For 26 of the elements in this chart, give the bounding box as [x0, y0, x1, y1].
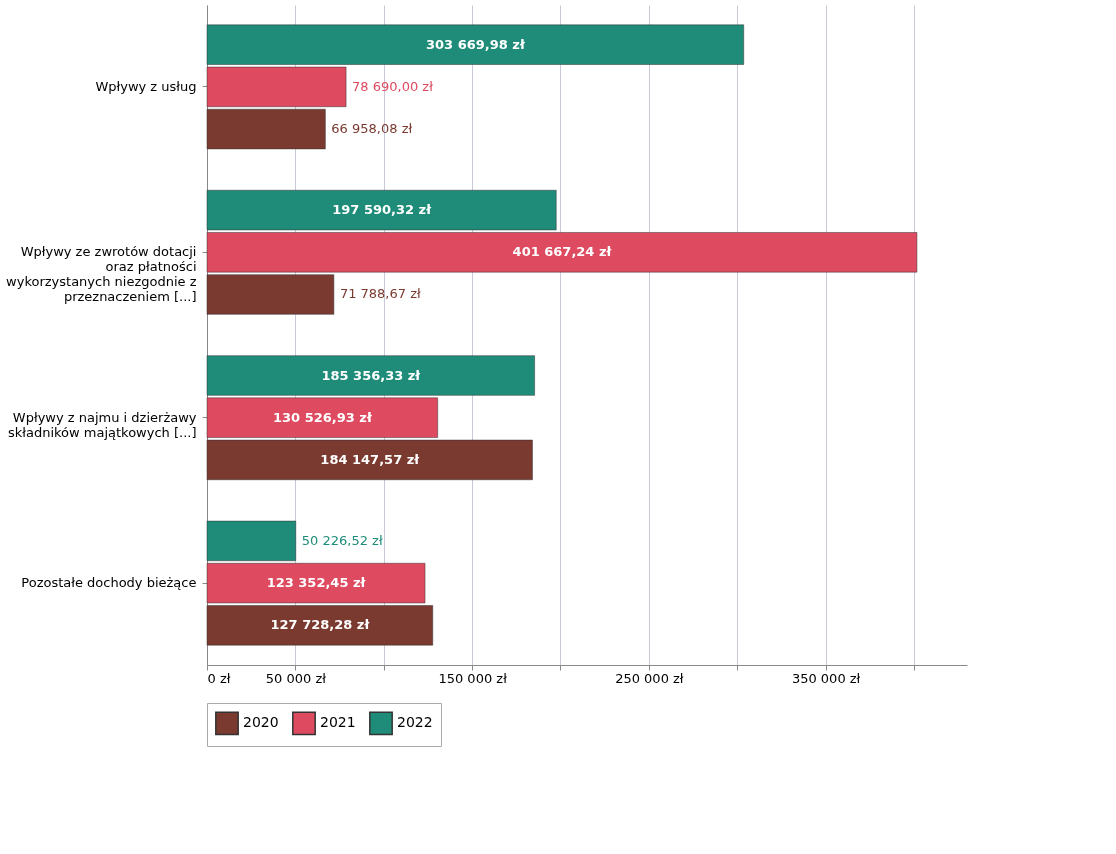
- y-tick-label: Wpływy z najmu i dzierżawy składników majątkowych [...]: [7, 409, 197, 440]
- y-tick-label: Wpływy ze zwrotów dotacji oraz płatności wykorzystanych niezgodnie z przeznaczeniem [...]: [6, 244, 197, 305]
- data-label: 71 788,67 zł: [339, 286, 421, 302]
- data-label: 127 728,28 zł: [270, 617, 371, 633]
- data-label: 197 590,32 zł: [332, 202, 433, 218]
- bar: [206, 520, 297, 562]
- data-label: 78 690,00 zł: [352, 78, 434, 94]
- data-label: 185 356,33 zł: [321, 367, 422, 383]
- x-tick-label: 150 000 zł: [438, 670, 508, 686]
- x-tick-label: 250 000 zł: [615, 670, 684, 686]
- y-tick-label: Wpływy z usług: [95, 78, 197, 94]
- data-label: 50 226,52 zł: [301, 532, 383, 548]
- y-tick-label: Pozostałe dochody bieżące: [21, 575, 197, 591]
- data-label: 184 147,57 zł: [320, 451, 421, 467]
- data-label: 303 669,98 zł: [425, 36, 526, 52]
- data-label: 66 958,08 zł: [331, 121, 413, 137]
- data-label: 123 352,45 zł: [266, 575, 367, 591]
- legend-label: 2020: [243, 714, 279, 731]
- legend-label: 2021: [320, 714, 356, 731]
- legend-label: 2022: [397, 714, 433, 731]
- bar: [206, 108, 326, 150]
- x-tick-label: 350 000 zł: [791, 670, 861, 686]
- x-tick-label: 0 zł: [207, 670, 231, 686]
- data-label: 401 667,24 zł: [512, 244, 613, 260]
- data-label: 130 526,93 zł: [272, 409, 373, 425]
- x-tick-label: 50 000 zł: [265, 670, 327, 686]
